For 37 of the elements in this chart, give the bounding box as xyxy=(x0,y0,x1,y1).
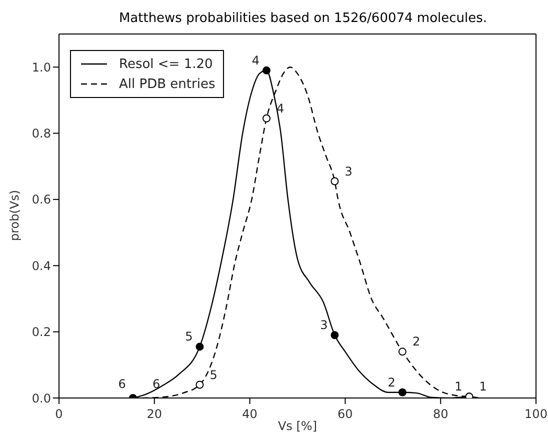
chart-title: Matthews probabilities based on 1526/60074 molecules. xyxy=(118,10,488,28)
annotation: 4 xyxy=(276,101,284,116)
annotation: 5 xyxy=(210,368,218,382)
annotation: 4 xyxy=(252,53,260,68)
y-tick-label: 0.6 xyxy=(32,192,51,207)
point xyxy=(398,348,406,356)
x-tick-label: 40 xyxy=(242,407,258,421)
point xyxy=(196,342,204,351)
annotation: 3 xyxy=(320,318,328,332)
x-tick-label: 80 xyxy=(432,407,448,421)
y-axis-title: prob(Vs) xyxy=(7,190,22,241)
annotation: 5 xyxy=(185,330,193,344)
annotation: 2 xyxy=(412,334,420,349)
legend-label: All PDB entries xyxy=(119,76,216,92)
y-tick-label: 0.0 xyxy=(32,391,51,406)
annotation: 6 xyxy=(152,377,160,391)
x-axis-title: Vs [%] xyxy=(278,419,318,433)
point xyxy=(330,331,339,340)
x-tick-label: 60 xyxy=(338,407,353,421)
point xyxy=(330,177,339,186)
x-tick-label: 100 xyxy=(524,407,548,421)
annotation: 1 xyxy=(479,380,487,394)
point xyxy=(262,114,270,122)
x-tick-label: 0 xyxy=(55,407,63,421)
annotation: 1 xyxy=(454,380,462,394)
y-tick-label: 1.0 xyxy=(32,60,51,74)
point xyxy=(196,380,204,389)
y-tick-label: 0.8 xyxy=(32,126,51,141)
point xyxy=(398,388,406,396)
annotation: 3 xyxy=(344,164,352,178)
y-tick-label: 0.4 xyxy=(32,258,51,273)
annotation: 6 xyxy=(118,377,126,391)
legend-label: Resol <= 1.20 xyxy=(119,56,213,72)
y-tick-label: 0.2 xyxy=(32,325,51,340)
point xyxy=(262,66,270,74)
x-tick-label: 20 xyxy=(146,407,162,421)
annotation: 2 xyxy=(388,375,396,390)
